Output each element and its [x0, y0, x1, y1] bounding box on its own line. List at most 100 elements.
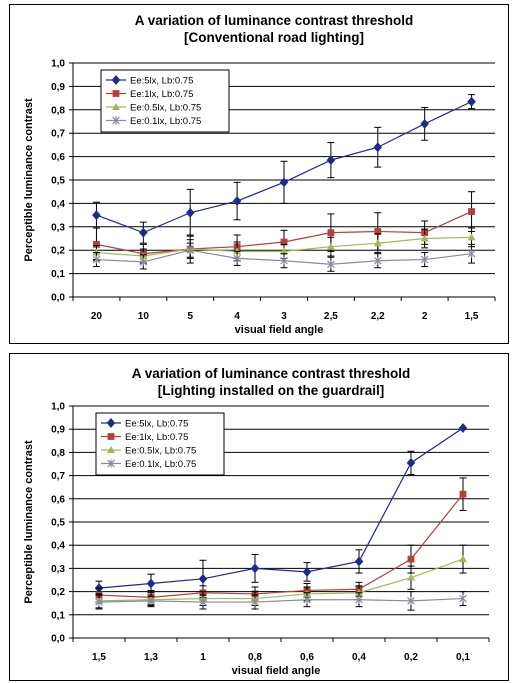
- x-tick-label: 0,6: [300, 652, 314, 663]
- y-tick-label: 0,6: [51, 152, 65, 163]
- data-point: [199, 598, 207, 607]
- data-point: [92, 255, 101, 264]
- legend-label: Ee:0.5lx, Lb:0.75: [125, 446, 196, 457]
- legend-marker: [106, 418, 116, 428]
- data-point: [459, 594, 467, 603]
- data-point: [186, 246, 195, 255]
- data-point: [232, 196, 242, 207]
- series-line: [98, 558, 464, 602]
- y-tick-label: 0,4: [51, 541, 65, 552]
- chart-title: A variation of luminance contrast thresh…: [135, 13, 414, 28]
- x-axis-label: visual field angle: [232, 665, 321, 677]
- series-4: [95, 591, 467, 611]
- x-tick-label: 1,5: [465, 311, 479, 322]
- y-axis-label: Perceptible luminance contrast: [23, 98, 35, 262]
- data-point: [373, 239, 382, 247]
- y-tick-label: 0,8: [51, 448, 65, 459]
- data-point: [233, 254, 241, 263]
- data-point: [420, 255, 429, 264]
- y-tick-label: 0,3: [51, 564, 65, 575]
- data-point: [373, 142, 383, 153]
- data-point: [139, 227, 148, 238]
- y-tick-label: 1,0: [51, 402, 65, 413]
- y-tick-label: 0,9: [51, 82, 65, 93]
- y-tick-label: 0,9: [51, 425, 65, 436]
- data-point: [251, 598, 259, 607]
- x-axis-label: visual field angle: [235, 324, 324, 336]
- data-point: [93, 240, 100, 248]
- chart-svg-guardrail: A variation of luminance contrast thresh…: [23, 366, 490, 677]
- data-point: [468, 208, 475, 215]
- legend-label: Ee:5lx, Lb:0.75: [130, 76, 193, 87]
- series-line: [98, 493, 464, 599]
- legend: Ee:5lx, Lb:0.75 Ee:1lx, Lb:0.75 Ee:0.5lx, …: [100, 69, 230, 133]
- y-tick-label: 0,1: [51, 610, 65, 621]
- x-tick-label: 10: [138, 311, 150, 322]
- legend-label: Ee:1lx, Lb:0.75: [130, 89, 193, 100]
- x-tick-label: 20: [91, 311, 103, 322]
- data-point: [467, 249, 476, 258]
- y-tick-label: 1,0: [51, 59, 65, 70]
- data-point: [420, 118, 429, 129]
- data-point: [458, 423, 468, 434]
- data-point: [139, 257, 148, 266]
- data-point: [467, 233, 476, 241]
- y-tick-label: 0,7: [51, 471, 65, 482]
- y-axis-label: Perceptible luminance contrast: [23, 440, 35, 604]
- data-point: [407, 596, 415, 605]
- x-tick-label: 1,5: [92, 652, 106, 663]
- legend: Ee:5lx, Lb:0.75 Ee:1lx, Lb:0.75 Ee:0.5lx, …: [95, 412, 225, 476]
- data-point: [407, 573, 415, 581]
- x-tick-label: 4: [234, 311, 240, 322]
- data-point: [326, 242, 335, 250]
- x-tick-label: 3: [281, 311, 287, 322]
- chart-subtitle: [Lighting installed on the guardrail]: [158, 383, 385, 398]
- x-tick-label: 0,4: [352, 652, 366, 663]
- x-tick-label: 2: [422, 311, 428, 322]
- legend-label: Ee:0.1lx, Lb:0.75: [130, 116, 201, 127]
- y-tick-label: 0,5: [51, 176, 65, 187]
- chart-subtitle: [Conventional road lighting]: [184, 30, 364, 45]
- x-tick-label: 1,3: [144, 652, 158, 663]
- legend-label: Ee:5lx, Lb:0.75: [125, 419, 188, 430]
- data-point: [354, 556, 364, 567]
- legend-label: Ee:1lx, Lb:0.75: [125, 432, 188, 443]
- x-tick-label: 1: [200, 652, 206, 663]
- legend-marker: [107, 433, 115, 440]
- data-point: [198, 573, 208, 584]
- y-tick-label: 0,8: [51, 105, 65, 116]
- data-point: [459, 490, 467, 498]
- chart-title: A variation of luminance contrast thresh…: [132, 366, 411, 381]
- legend-marker: [107, 446, 115, 453]
- x-tick-label: 0,1: [456, 652, 470, 663]
- data-point: [95, 598, 103, 607]
- y-tick-label: 0,0: [51, 293, 65, 304]
- legend-marker: [107, 459, 115, 468]
- legend-marker: [112, 116, 120, 125]
- data-point: [326, 155, 336, 166]
- y-tick-label: 0,4: [51, 199, 65, 210]
- x-tick-label: 5: [187, 311, 193, 322]
- data-point: [92, 210, 101, 221]
- chart-panel-conventional: A variation of luminance contrast thresh…: [9, 4, 509, 344]
- data-point: [147, 596, 155, 605]
- data-point: [279, 177, 289, 188]
- legend-marker: [112, 103, 120, 110]
- y-tick-label: 0,7: [51, 129, 65, 140]
- data-point: [373, 256, 382, 265]
- data-point: [459, 555, 467, 563]
- data-point: [327, 260, 335, 269]
- legend-marker: [111, 75, 121, 85]
- y-tick-label: 0,2: [51, 246, 65, 257]
- series-line: [98, 597, 464, 603]
- y-tick-label: 0,5: [51, 518, 65, 529]
- legend-label: Ee:0.1lx, Lb:0.75: [125, 459, 196, 470]
- data-point: [280, 238, 288, 246]
- data-point: [406, 457, 416, 468]
- data-point: [280, 247, 288, 255]
- y-tick-label: 0,1: [51, 269, 65, 280]
- x-tick-label: 0,2: [404, 652, 418, 663]
- series-4: [92, 242, 476, 272]
- data-point: [355, 595, 363, 604]
- data-point: [146, 578, 156, 589]
